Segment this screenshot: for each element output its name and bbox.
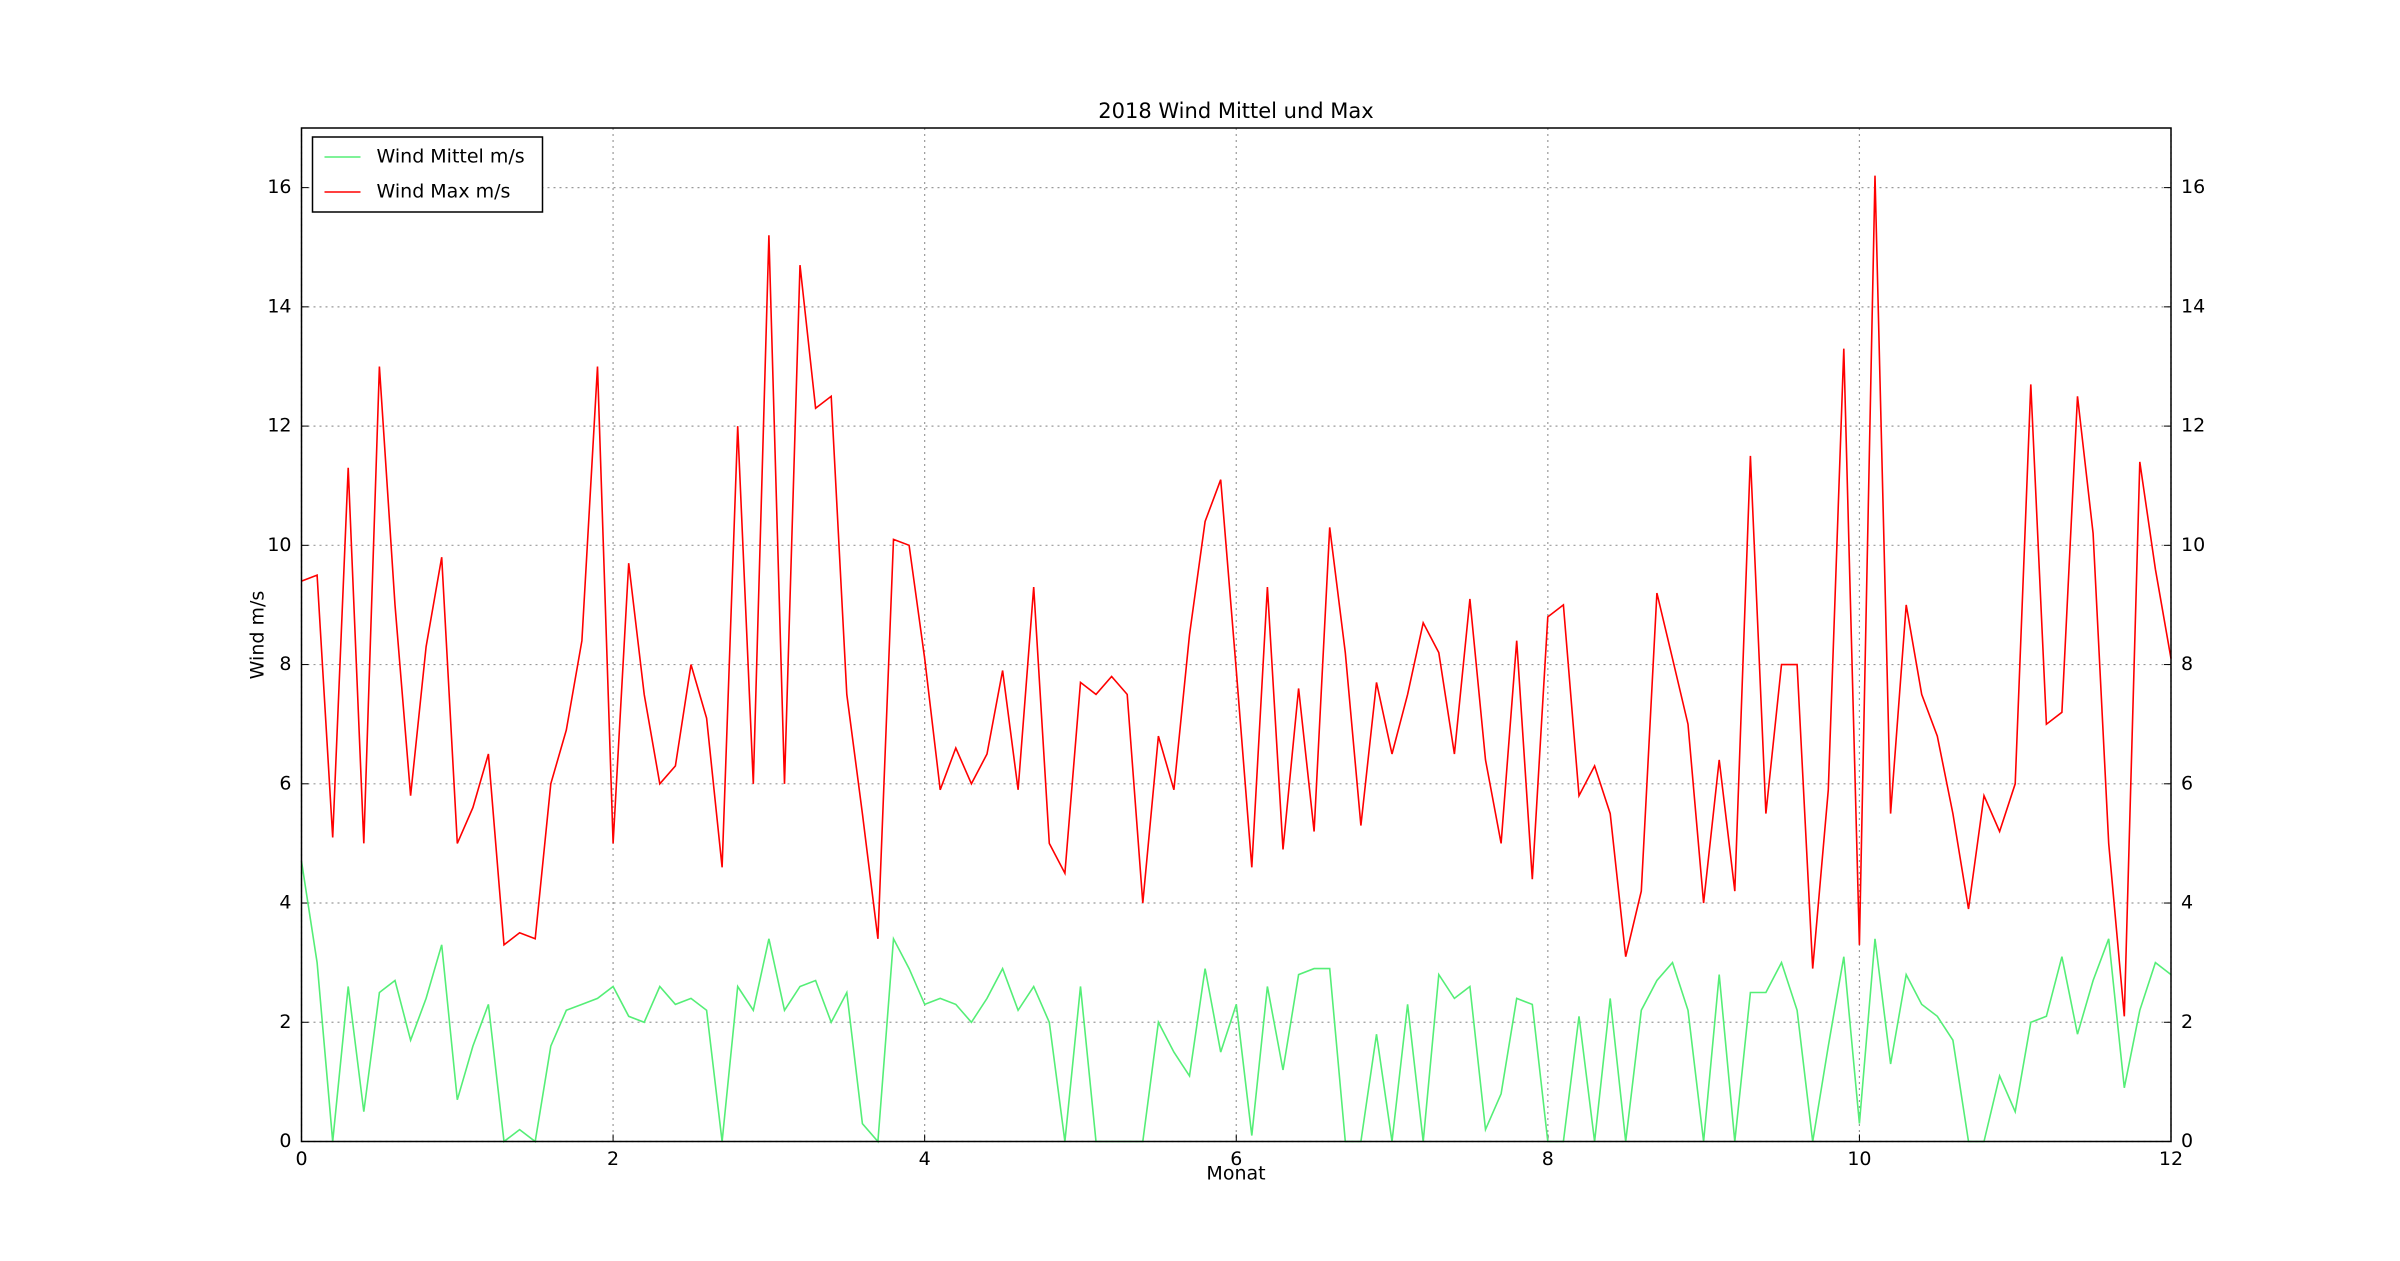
x-tick-label: 4 [919, 1148, 931, 1170]
plot-frame [300, 127, 2172, 1143]
y2-tick-label: 12 [2181, 415, 2205, 437]
y-axis-label: Wind m/s [247, 591, 269, 680]
y2-tick-label: 4 [2181, 892, 2193, 914]
y2-tick-label: 6 [2181, 772, 2193, 794]
y-tick-label: 16 [267, 176, 291, 198]
y-tick-label: 4 [279, 892, 291, 914]
series-line [300, 861, 2172, 1144]
x-tick-label: 0 [295, 1148, 307, 1170]
x-tick-label: 10 [1847, 1148, 1871, 1170]
chart-title: 2018 Wind Mittel und Max [1098, 99, 1373, 123]
x-tick-label: 2 [607, 1148, 619, 1170]
y2-tick-label: 16 [2181, 176, 2205, 198]
x-tick-label: 8 [1542, 1148, 1554, 1170]
y-tick-label: 2 [279, 1011, 291, 1033]
y-tick-label: 14 [267, 295, 291, 317]
x-axis-label: Monat [1206, 1163, 1265, 1185]
y-tick-label: 6 [279, 772, 291, 794]
y-tick-label: 8 [279, 653, 291, 675]
y-tick-label: 0 [279, 1130, 291, 1152]
y2-tick-label: 14 [2181, 295, 2205, 317]
y-tick-label: 12 [267, 415, 291, 437]
legend-label: Wind Max m/s [377, 181, 511, 203]
y2-tick-label: 2 [2181, 1011, 2193, 1033]
legend-label: Wind Mittel m/s [377, 146, 525, 168]
y2-tick-label: 8 [2181, 653, 2193, 675]
y2-tick-label: 10 [2181, 534, 2205, 556]
x-tick-label: 6 [1230, 1148, 1242, 1170]
y2-tick-label: 0 [2181, 1130, 2193, 1152]
legend-box [311, 136, 544, 213]
y-tick-label: 10 [267, 534, 291, 556]
x-tick-label: 12 [2159, 1148, 2183, 1170]
series-line [301, 175, 2172, 1017]
